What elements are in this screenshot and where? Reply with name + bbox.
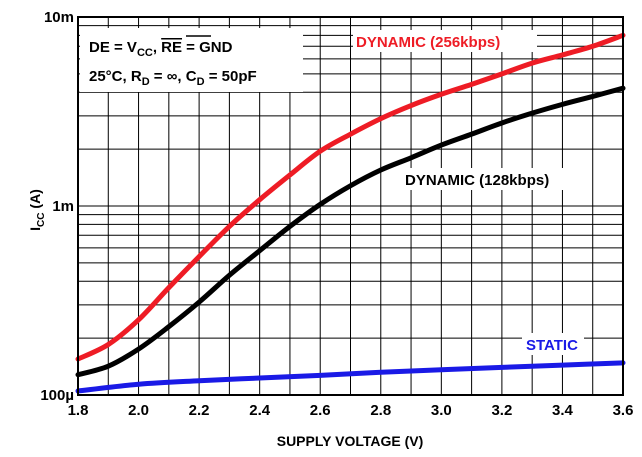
label-bg-static [522,333,584,355]
y-tick-labels: 100µ 1m 10m [40,9,74,404]
y-tick-label: 10m [44,9,74,26]
series-line-2 [75,360,626,394]
x-tick-label: 2.8 [370,402,391,419]
x-tick-label: 3.0 [431,402,452,419]
x-tick-label: 1.8 [68,402,89,419]
series-label-static: STATIC [526,337,578,354]
annotation-box [80,28,303,92]
x-tick-labels: 1.8 2.0 2.2 2.4 2.6 2.8 3.0 3.2 3.4 3.6 [68,402,634,419]
label-bg-128 [402,168,588,190]
y-tick-label: 1m [52,198,74,215]
annotation-line-2: 25°C, RD = ∞, CD = 50pF [89,68,257,88]
series-layer [75,32,626,394]
series-line-0 [75,32,626,362]
label-bg-256 [353,30,537,52]
x-tick-label: 3.2 [491,402,512,419]
x-tick-label: 3.6 [613,402,634,419]
x-tick-label: 3.4 [552,402,574,419]
series-line-1 [75,85,626,378]
y-tick-label: 100µ [40,387,74,404]
annotation-line-1: DE = VCC, RE = GND [89,39,233,59]
x-axis-title: SUPPLY VOLTAGE (V) [277,433,424,449]
re-overline-text: RE [161,39,182,56]
y-axis-title: ICC (A) [27,189,47,231]
plot-frame [77,16,624,396]
series-label-256kbps: DYNAMIC (256kbps) [356,34,500,51]
x-tick-label: 2.0 [128,402,149,419]
series-label-128kbps: DYNAMIC (128kbps) [405,172,549,189]
x-tick-label: 2.6 [310,402,331,419]
x-tick-label: 2.2 [189,402,210,419]
x-tick-label: 2.4 [249,402,271,419]
